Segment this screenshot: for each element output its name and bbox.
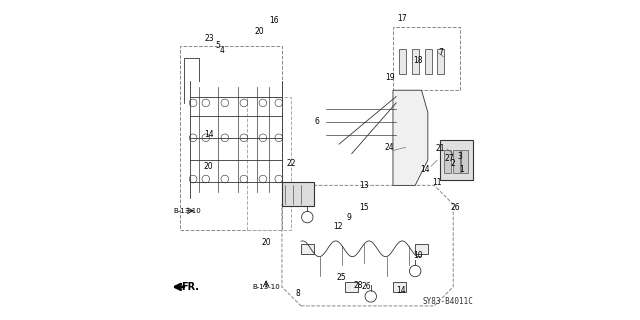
Text: 21: 21 [436, 144, 445, 153]
Text: 27: 27 [445, 154, 454, 163]
FancyBboxPatch shape [282, 182, 314, 206]
Text: 14: 14 [420, 165, 429, 174]
Text: 14: 14 [204, 130, 214, 139]
Text: 25: 25 [337, 273, 346, 282]
Text: 13: 13 [360, 181, 369, 190]
Bar [415, 244, 428, 253]
Bar [425, 49, 431, 74]
Text: 7: 7 [438, 48, 443, 57]
Text: 10: 10 [413, 251, 423, 260]
Text: 9: 9 [346, 212, 351, 222]
Text: 28: 28 [353, 281, 363, 290]
Text: 20: 20 [255, 27, 264, 36]
Text: 2: 2 [451, 159, 456, 168]
Bar [393, 282, 406, 292]
Text: 11: 11 [433, 178, 442, 187]
Text: 22: 22 [287, 159, 296, 168]
FancyBboxPatch shape [440, 140, 473, 180]
Polygon shape [393, 90, 428, 185]
Text: 20: 20 [261, 238, 271, 247]
Bar [399, 49, 406, 74]
Text: 23: 23 [205, 34, 214, 43]
Bar [346, 282, 358, 292]
Text: 26: 26 [361, 282, 371, 292]
Bar [437, 49, 444, 74]
Text: 1: 1 [459, 165, 463, 174]
Text: 15: 15 [360, 203, 369, 212]
Text: 18: 18 [413, 56, 423, 65]
Text: 5: 5 [216, 41, 220, 50]
Text: SY83-B4011C: SY83-B4011C [423, 297, 474, 306]
Text: 17: 17 [397, 14, 407, 23]
Bar [452, 150, 460, 173]
Text: 20: 20 [204, 162, 213, 171]
Text: 16: 16 [269, 16, 279, 25]
Text: 24: 24 [385, 143, 395, 152]
Text: 8: 8 [296, 289, 300, 298]
Text: 6: 6 [314, 117, 319, 126]
Text: 19: 19 [385, 73, 395, 82]
Bar [444, 150, 451, 173]
Text: 12: 12 [333, 222, 343, 231]
Bar [461, 150, 468, 173]
Text: B-13-10: B-13-10 [173, 208, 201, 214]
Text: 4: 4 [220, 46, 224, 55]
Bar [301, 244, 314, 253]
Bar [412, 49, 419, 74]
Text: FR.: FR. [181, 282, 199, 292]
Text: 14: 14 [396, 285, 406, 295]
Text: B-13-10: B-13-10 [252, 284, 280, 290]
Text: 26: 26 [450, 203, 460, 212]
Text: 3: 3 [457, 152, 462, 161]
